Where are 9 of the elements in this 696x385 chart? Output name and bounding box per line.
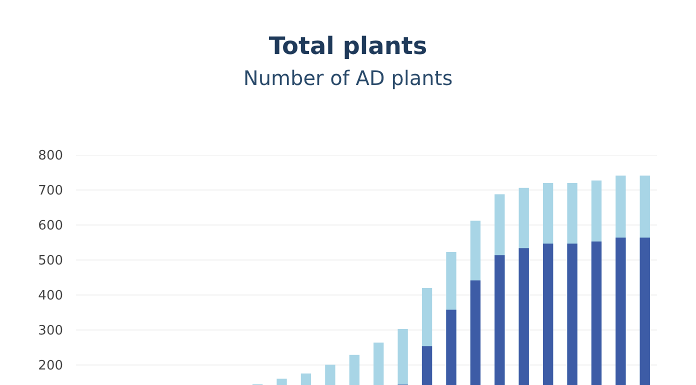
y-tick-label: 700 <box>38 184 63 199</box>
y-tick-label: 300 <box>38 324 63 339</box>
chart-title: Total plants <box>268 32 428 60</box>
chart-subtitle: Number of AD plants <box>243 66 453 90</box>
y-tick-label: 200 <box>38 358 63 374</box>
y-tick-label: 400 <box>38 288 63 304</box>
y-tick-label: 500 <box>38 254 63 269</box>
y-tick-label: 800 <box>38 148 63 164</box>
y-tick-label: 600 <box>38 218 63 234</box>
